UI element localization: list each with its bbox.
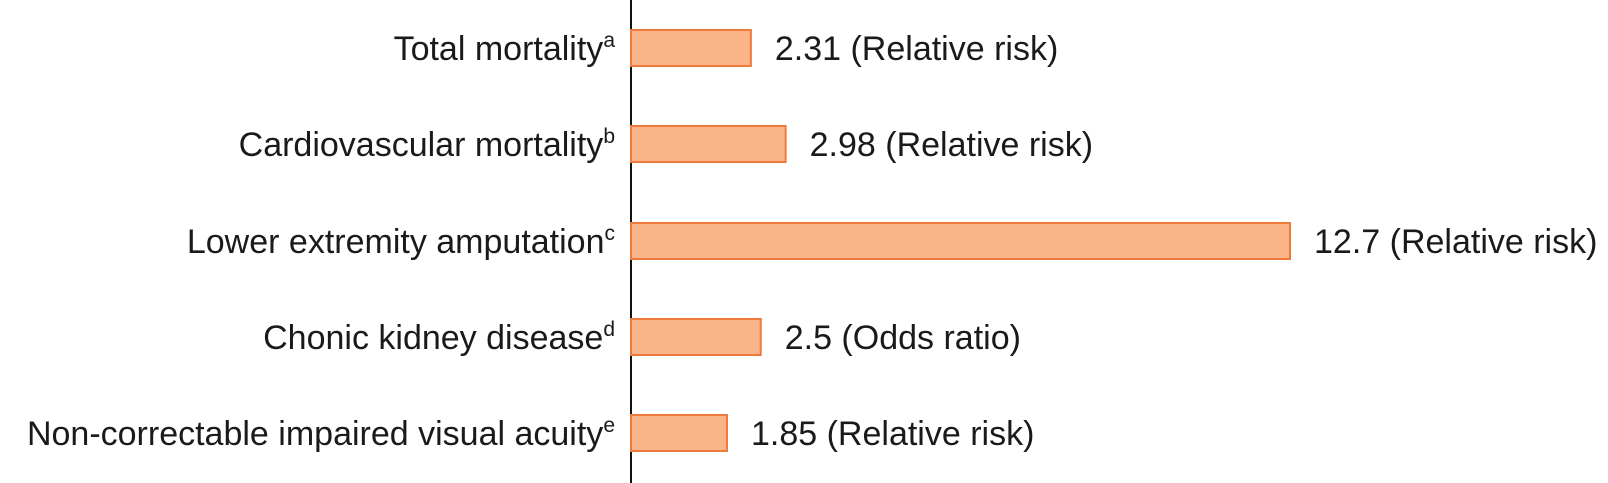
value-label-5: 1.85 (Relative risk) [751,415,1034,453]
footnote-mark: c [605,222,616,245]
category-label-1: Total mortalitya [394,29,616,68]
category-label-3: Lower extremity amputationc [187,222,615,261]
category-label-5: Non-correctable impaired visual acuitye [27,414,615,453]
category-text: Non-correctable impaired visual acuity [27,415,603,453]
value-labels: 2.31 (Relative risk) 2.98 (Relative risk)… [751,30,1597,453]
footnote-mark: d [603,318,615,341]
category-text: Total mortality [394,30,604,68]
footnote-mark: e [603,414,615,437]
value-label-4: 2.5 (Odds ratio) [785,319,1021,357]
footnote-mark: b [603,125,615,148]
bars-group [630,29,1291,452]
category-labels: Total mortalitya Cardiovascular mortality… [27,29,615,453]
bar-4 [630,318,762,356]
footnote-mark: a [603,29,615,52]
bar-5 [630,414,728,452]
category-text: Chonic kidney disease [263,319,603,357]
category-text: Lower extremity amputation [187,223,605,261]
value-label-3: 12.7 (Relative risk) [1314,223,1597,261]
category-label-2: Cardiovascular mortalityb [239,125,615,164]
value-label-1: 2.31 (Relative risk) [775,30,1058,68]
value-label-2: 2.98 (Relative risk) [810,126,1093,164]
bar-3 [630,222,1291,260]
category-label-4: Chonic kidney diseased [263,318,615,357]
bar-1 [630,29,752,67]
category-text: Cardiovascular mortality [239,126,604,164]
bar-2 [630,125,787,163]
